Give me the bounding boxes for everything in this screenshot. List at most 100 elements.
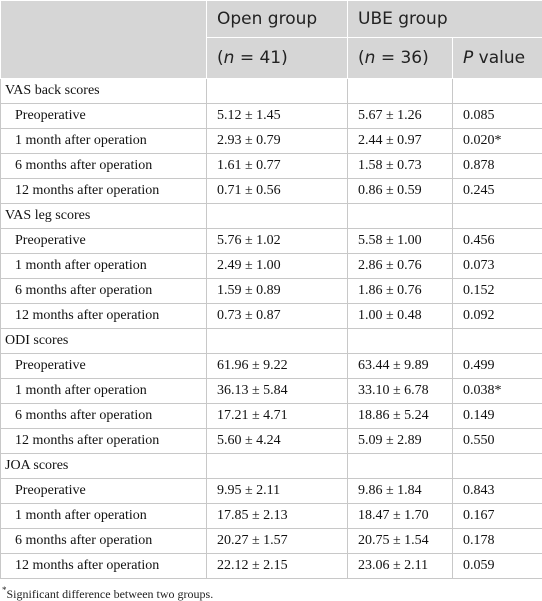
- value-cell: 5.12 ± 1.45: [206, 103, 348, 129]
- row-label: 12 months after operation: [0, 428, 207, 454]
- header-cell: [0, 0, 207, 79]
- footnote-marker: *: [2, 585, 7, 595]
- value-cell: 1.61 ± 0.77: [206, 153, 348, 179]
- value-cell: 1.00 ± 0.48: [347, 303, 453, 329]
- p-label: P value: [452, 37, 542, 79]
- data-row: 6 months after operation 1.59 ± 0.89 1.86 …: [0, 278, 542, 304]
- empty-cell: [347, 203, 453, 229]
- value-cell: 5.67 ± 1.26: [347, 103, 453, 129]
- value-cell: 0.178: [452, 528, 542, 554]
- value-cell: 5.60 ± 4.24: [206, 428, 348, 454]
- data-row: 6 months after operation 17.21 ± 4.71 18.8…: [0, 403, 542, 429]
- value-cell: 20.75 ± 1.54: [347, 528, 453, 554]
- section-row: VAS leg scores: [0, 203, 542, 229]
- data-row: Preoperative 5.76 ± 1.02 5.58 ± 1.00 0.456: [0, 228, 542, 254]
- value-cell: 0.167: [452, 503, 542, 529]
- data-row: 6 months after operation 20.27 ± 1.57 20.7…: [0, 528, 542, 554]
- variable: n: [364, 48, 376, 68]
- results-table: Open group UBE group (n = 41) (n = 36) P val…: [0, 0, 542, 579]
- row-label: Preoperative: [0, 228, 207, 254]
- value-cell: 20.27 ± 1.57: [206, 528, 348, 554]
- empty-cell: [206, 78, 348, 104]
- text: (: [358, 48, 365, 68]
- text: value: [473, 48, 526, 68]
- value-cell: 1.59 ± 0.89: [206, 278, 348, 304]
- empty-cell: [206, 203, 348, 229]
- value-cell: 0.059: [452, 553, 542, 579]
- footnote: *Significant difference between two grou…: [0, 579, 542, 601]
- value-cell: 18.86 ± 5.24: [347, 403, 453, 429]
- value-cell: 0.878: [452, 153, 542, 179]
- value-cell: 23.06 ± 2.11: [347, 553, 453, 579]
- section-row: VAS back scores: [0, 78, 542, 104]
- value-cell: 17.21 ± 4.71: [206, 403, 348, 429]
- variable: P: [463, 48, 474, 68]
- value-cell: 0.149: [452, 403, 542, 429]
- row-label: 1 month after operation: [0, 378, 207, 404]
- row-label: Preoperative: [0, 353, 207, 379]
- row-label: 6 months after operation: [0, 403, 207, 429]
- row-label: Preoperative: [0, 103, 207, 129]
- data-row: 12 months after operation 0.73 ± 0.87 1.00…: [0, 303, 542, 329]
- data-row: 1 month after operation 2.49 ± 1.00 2.86 ±…: [0, 253, 542, 279]
- value-cell: 0.86 ± 0.59: [347, 178, 453, 204]
- n-label: (n = 41): [206, 37, 348, 79]
- data-row: 6 months after operation 1.61 ± 0.77 1.58 …: [0, 153, 542, 179]
- value-cell: 0.085: [452, 103, 542, 129]
- footnote-text: Significant difference between two group…: [6, 587, 214, 601]
- empty-cell: [206, 328, 348, 354]
- data-row: 1 month after operation 17.85 ± 2.13 18.47…: [0, 503, 542, 529]
- value-cell: 33.10 ± 6.78: [347, 378, 453, 404]
- value-cell: 0.550: [452, 428, 542, 454]
- data-row: 12 months after operation 0.71 ± 0.56 0.86…: [0, 178, 542, 204]
- value-cell: 5.58 ± 1.00: [347, 228, 453, 254]
- data-row: 12 months after operation 5.60 ± 4.24 5.09…: [0, 428, 542, 454]
- data-row: 1 month after operation 36.13 ± 5.84 33.10…: [0, 378, 542, 404]
- data-row: 1 month after operation 2.93 ± 0.79 2.44 ±…: [0, 128, 542, 154]
- group-label: Open group: [206, 0, 348, 38]
- value-cell: 1.86 ± 0.76: [347, 278, 453, 304]
- empty-cell: [452, 78, 542, 104]
- row-label: 6 months after operation: [0, 528, 207, 554]
- section-title: VAS back scores: [0, 78, 207, 104]
- value-cell: 0.456: [452, 228, 542, 254]
- value-cell: 63.44 ± 9.89: [347, 353, 453, 379]
- value-cell: 0.843: [452, 478, 542, 504]
- empty-cell: [452, 328, 542, 354]
- value-cell: 0.71 ± 0.56: [206, 178, 348, 204]
- value-cell: 22.12 ± 2.15: [206, 553, 348, 579]
- empty-cell: [206, 453, 348, 479]
- value-cell: 18.47 ± 1.70: [347, 503, 453, 529]
- row-label: 12 months after operation: [0, 303, 207, 329]
- empty-cell: [452, 203, 542, 229]
- value-cell: 36.13 ± 5.84: [206, 378, 348, 404]
- value-cell: 0.073: [452, 253, 542, 279]
- data-row: 12 months after operation 22.12 ± 2.15 23.…: [0, 553, 542, 579]
- section-row: ODI scores: [0, 328, 542, 354]
- empty-cell: [347, 328, 453, 354]
- row-label: 6 months after operation: [0, 278, 207, 304]
- value-cell: 2.93 ± 0.79: [206, 128, 348, 154]
- value-cell: 1.58 ± 0.73: [347, 153, 453, 179]
- value-cell: 2.49 ± 1.00: [206, 253, 348, 279]
- row-label: 12 months after operation: [0, 178, 207, 204]
- data-row: Preoperative 61.96 ± 9.22 63.44 ± 9.89 0.49…: [0, 353, 542, 379]
- section-title: JOA scores: [0, 453, 207, 479]
- value-cell: 0.020*: [452, 128, 542, 154]
- empty-cell: [347, 78, 453, 104]
- value-cell: 2.86 ± 0.76: [347, 253, 453, 279]
- value-cell: 5.09 ± 2.89: [347, 428, 453, 454]
- value-cell: 0.092: [452, 303, 542, 329]
- row-label: 1 month after operation: [0, 128, 207, 154]
- empty-cell: [347, 453, 453, 479]
- value-cell: 0.038*: [452, 378, 542, 404]
- text: (: [217, 48, 224, 68]
- header-row: Open group UBE group: [0, 0, 542, 79]
- empty-cell: [452, 453, 542, 479]
- section-row: JOA scores: [0, 453, 542, 479]
- value-cell: 0.152: [452, 278, 542, 304]
- data-row: Preoperative 9.95 ± 2.11 9.86 ± 1.84 0.843: [0, 478, 542, 504]
- value-cell: 9.95 ± 2.11: [206, 478, 348, 504]
- value-cell: 17.85 ± 2.13: [206, 503, 348, 529]
- n-label: (n = 36): [347, 37, 453, 79]
